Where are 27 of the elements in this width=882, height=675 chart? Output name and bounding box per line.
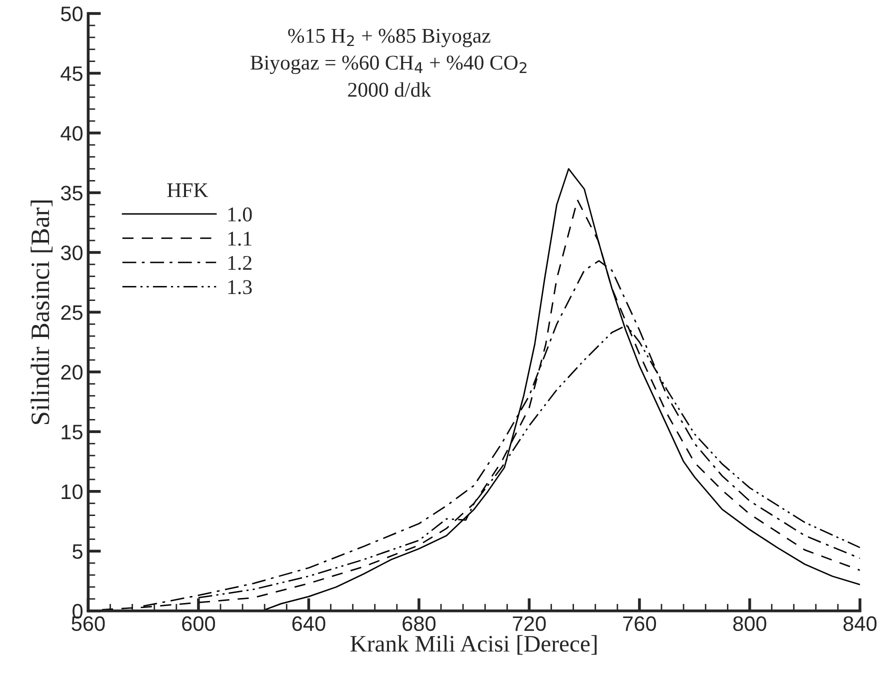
legend-label: 1.1 [228,232,252,246]
y-tick-label: 10 [62,484,83,500]
annotation: 2000 d/dk [348,82,432,97]
x-tick-label: 600 [182,616,216,632]
x-tick-label: 840 [843,616,877,632]
y-tick-label: 15 [62,424,82,440]
legend-label: 1.3 [228,280,252,294]
y-tick-label: 45 [60,66,82,81]
x-tick-label: 720 [512,616,546,632]
y-tick-label: 25 [61,305,82,320]
x-axis-title: Krank Mili Acisi [Derece] [350,635,597,655]
y-tick-label: 40 [60,126,83,141]
legend-label: 1.2 [228,256,252,270]
x-tick-label: 680 [402,616,436,632]
annotation: Biyogaz = %60 CH$_{4}$ + %40 CO$_{2}$ [250,56,526,74]
y-tick-label: 35 [60,186,82,200]
legend-label: 1.0 [228,207,252,222]
y-tick-label: 30 [60,245,83,260]
annotation: %15 H$_{2}$ + %85 Biyogaz [288,28,490,48]
y-tick-label: 20 [61,364,83,380]
y-axis-title: Silindir Basinci [Bar] [30,200,53,424]
y-tick-label: 5 [72,544,82,559]
x-tick-label: 640 [292,616,326,632]
legend-title: HFK [167,183,208,198]
x-tick-label: 800 [733,616,766,632]
x-tick-label: 760 [623,616,656,632]
y-tick-label: 50 [61,6,83,22]
